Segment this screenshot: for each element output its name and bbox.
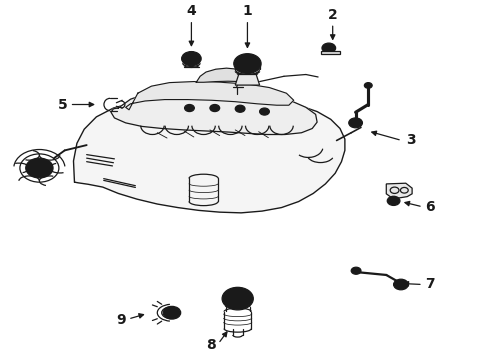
Text: 4: 4 bbox=[187, 4, 196, 18]
Text: 5: 5 bbox=[57, 98, 67, 112]
Circle shape bbox=[351, 267, 361, 274]
Circle shape bbox=[185, 104, 195, 112]
Circle shape bbox=[182, 51, 201, 66]
Circle shape bbox=[260, 108, 270, 115]
Text: 6: 6 bbox=[425, 200, 435, 214]
Circle shape bbox=[322, 43, 336, 53]
Polygon shape bbox=[125, 82, 294, 110]
Text: 8: 8 bbox=[206, 338, 216, 352]
Circle shape bbox=[26, 158, 53, 178]
Circle shape bbox=[163, 306, 181, 319]
Polygon shape bbox=[111, 90, 317, 135]
Circle shape bbox=[387, 196, 400, 206]
Text: 2: 2 bbox=[328, 8, 338, 22]
Circle shape bbox=[349, 118, 363, 128]
Text: 7: 7 bbox=[425, 278, 435, 292]
Circle shape bbox=[33, 164, 45, 172]
Text: 9: 9 bbox=[116, 313, 125, 327]
Circle shape bbox=[234, 54, 261, 73]
Circle shape bbox=[228, 292, 247, 306]
Polygon shape bbox=[235, 75, 260, 85]
Circle shape bbox=[397, 282, 404, 287]
Circle shape bbox=[393, 279, 408, 290]
Text: 3: 3 bbox=[406, 133, 416, 147]
Circle shape bbox=[210, 104, 220, 112]
Circle shape bbox=[222, 287, 253, 310]
Circle shape bbox=[235, 105, 245, 112]
Polygon shape bbox=[386, 183, 412, 198]
Circle shape bbox=[365, 83, 372, 88]
Polygon shape bbox=[74, 97, 345, 213]
Text: 1: 1 bbox=[243, 4, 252, 18]
Polygon shape bbox=[321, 51, 340, 54]
Polygon shape bbox=[196, 68, 256, 82]
